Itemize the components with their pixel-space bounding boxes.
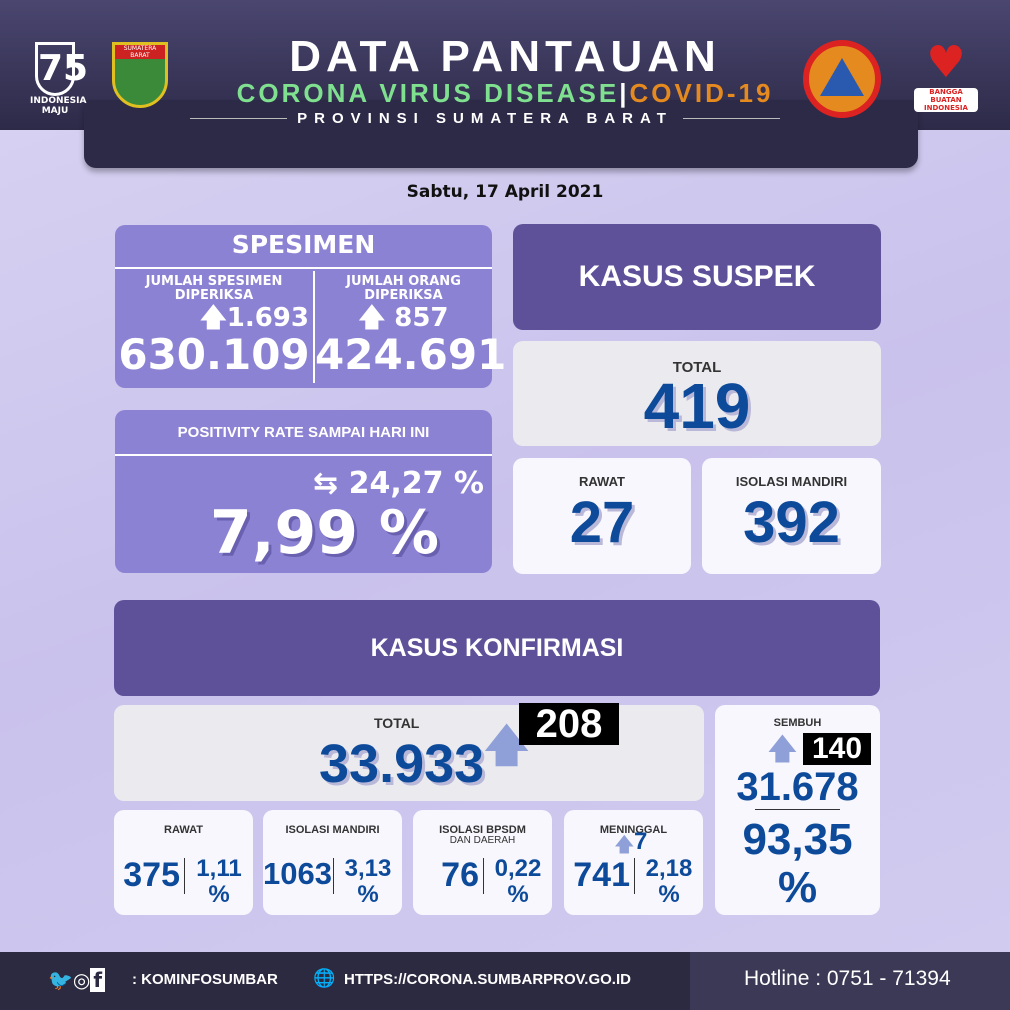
konfirmasi-item-card: ISOLASI MANDIRI 1063 3,13 % bbox=[263, 810, 402, 915]
spesimen-left-increase: 🡅1.693 bbox=[200, 303, 309, 333]
sembuh-pct-sign: % bbox=[777, 863, 818, 912]
arrow-up-icon: 🡅 bbox=[767, 732, 798, 767]
suspek-isolasi-value: 392 bbox=[743, 490, 840, 555]
sembuh-value: 31.678 bbox=[736, 765, 859, 809]
twitter-icon[interactable]: 🐦 bbox=[48, 968, 73, 992]
social-icons: 🐦◎ f bbox=[48, 968, 106, 992]
item-pct-sign: % bbox=[658, 881, 680, 908]
spesimen-left-label: JUMLAH SPESIMEN DIPERIKSA bbox=[145, 274, 283, 303]
item-label: ISOLASI BPSDM bbox=[439, 824, 526, 836]
item-value: 375 bbox=[123, 856, 180, 894]
spesimen-right-increase: 🡅 857 bbox=[358, 303, 449, 333]
hotline-panel: Hotline : 0751 - 71394 bbox=[690, 952, 1010, 1010]
indonesia-maju-logo: 75 INDONESIA MAJU bbox=[30, 42, 88, 116]
positivity-change: ⇆ 24,27 % bbox=[313, 466, 484, 501]
arrows-exchange-icon: ⇆ bbox=[313, 466, 339, 501]
positivity-label: POSITIVITY RATE SAMPAI HARI INI bbox=[115, 410, 492, 456]
suspek-isolasi-label: ISOLASI MANDIRI bbox=[735, 474, 848, 489]
website-link[interactable]: HTTPS://CORONA.SUMBARPROV.GO.ID bbox=[344, 971, 631, 988]
subtitle-orange: COVID-19 bbox=[629, 78, 774, 108]
suspek-isolasi-card: ISOLASI MANDIRI 392 bbox=[702, 458, 881, 574]
kasus-konfirmasi-header: KASUS KONFIRMASI bbox=[114, 600, 880, 696]
item-increase: 7 bbox=[634, 828, 648, 855]
positivity-value: 7,99 % bbox=[210, 498, 440, 568]
sembuh-card: SEMBUH 🡅 140 31.678 93,35 % bbox=[715, 705, 880, 915]
suspek-total-card: TOTAL 419 bbox=[513, 341, 881, 446]
spesimen-right-value: 424.691 bbox=[315, 330, 507, 379]
item-value: 1063 bbox=[263, 856, 332, 891]
item-pct: 3,13 bbox=[344, 855, 392, 882]
konfirmasi-total-card: TOTAL 33.933 🡅 208 bbox=[114, 703, 704, 801]
konfirmasi-item-card: RAWAT 375 1,11 % bbox=[114, 810, 253, 915]
item-sub-label: DAN DAERAH bbox=[449, 835, 516, 846]
item-pct: 1,11 bbox=[196, 855, 242, 882]
item-label: RAWAT bbox=[164, 824, 203, 836]
item-pct: 2,18 bbox=[645, 855, 693, 882]
konfirmasi-item-card: MENINGGAL 🡅 7 741 2,18 % bbox=[564, 810, 703, 915]
item-label: ISOLASI MANDIRI bbox=[285, 824, 380, 836]
sembuh-pct: 93,35 bbox=[742, 815, 853, 864]
separator: | bbox=[619, 78, 630, 108]
konfirmasi-increase: 208 bbox=[519, 703, 619, 745]
province-line: PROVINSI SUMATERA BARAT bbox=[190, 110, 781, 127]
province: PROVINSI SUMATERA BARAT bbox=[297, 110, 673, 127]
item-pct-sign: % bbox=[208, 881, 230, 908]
item-value: 741 bbox=[573, 856, 630, 894]
sembuh-increase: 140 bbox=[803, 733, 871, 765]
item-pct-sign: % bbox=[507, 881, 529, 908]
sumbar-emblem-logo: SUMATERA BARAT bbox=[112, 42, 168, 108]
facebook-icon[interactable]: f bbox=[90, 968, 106, 992]
main-title: DATA PANTAUAN bbox=[289, 32, 721, 81]
suspek-total-value: 419 bbox=[643, 370, 751, 442]
date: Sabtu, 17 April 2021 bbox=[406, 182, 604, 202]
arrow-up-icon: 🡅 bbox=[614, 832, 635, 856]
arrow-up-icon: 🡅 bbox=[200, 303, 227, 333]
subtitle: CORONA VIRUS DISEASE|COVID-19 bbox=[0, 78, 1010, 109]
item-label: MENINGGAL bbox=[599, 824, 668, 836]
konfirmasi-total-value: 33.933 bbox=[319, 734, 485, 794]
hotline: Hotline : 0751 - 71394 bbox=[744, 967, 951, 990]
spesimen-right-label: JUMLAH ORANG DIPERIKSA bbox=[346, 274, 461, 303]
arrow-up-icon: 🡅 bbox=[358, 303, 386, 333]
item-pct-sign: % bbox=[357, 881, 379, 908]
spesimen-card: SPESIMEN JUMLAH SPESIMEN DIPERIKSA 🡅1.69… bbox=[115, 225, 507, 388]
spesimen-title: SPESIMEN bbox=[115, 225, 492, 269]
social-handle: : KOMINFOSUMBAR bbox=[132, 971, 278, 988]
item-value: 76 bbox=[441, 856, 479, 894]
instagram-icon[interactable]: ◎ bbox=[72, 968, 91, 992]
suspek-total-label: TOTAL bbox=[672, 359, 722, 376]
suspek-rawat-label: RAWAT bbox=[579, 474, 625, 489]
spesimen-left-value: 630.109 bbox=[118, 330, 310, 379]
suspek-rawat-value: 27 bbox=[569, 490, 635, 555]
globe-icon: 🌐 bbox=[313, 968, 336, 989]
bpbd-logo bbox=[803, 40, 881, 118]
positivity-card: POSITIVITY RATE SAMPAI HARI INI ⇆ 24,27 … bbox=[115, 410, 492, 573]
konfirmasi-item-card: ISOLASI BPSDM DAN DAERAH 76 0,22 % bbox=[413, 810, 552, 915]
bangga-buatan-indonesia-logo: ♥ BANGGA BUATAN INDONESIA bbox=[914, 38, 978, 112]
item-pct: 0,22 bbox=[494, 855, 542, 882]
subtitle-green: CORONA VIRUS DISEASE bbox=[236, 78, 620, 108]
kasus-suspek-header: KASUS SUSPEK bbox=[513, 224, 881, 330]
header-tab bbox=[84, 100, 918, 168]
konfirmasi-total-label: TOTAL bbox=[374, 715, 420, 731]
suspek-rawat-card: RAWAT 27 bbox=[513, 458, 691, 574]
sembuh-label: SEMBUH bbox=[773, 717, 822, 729]
